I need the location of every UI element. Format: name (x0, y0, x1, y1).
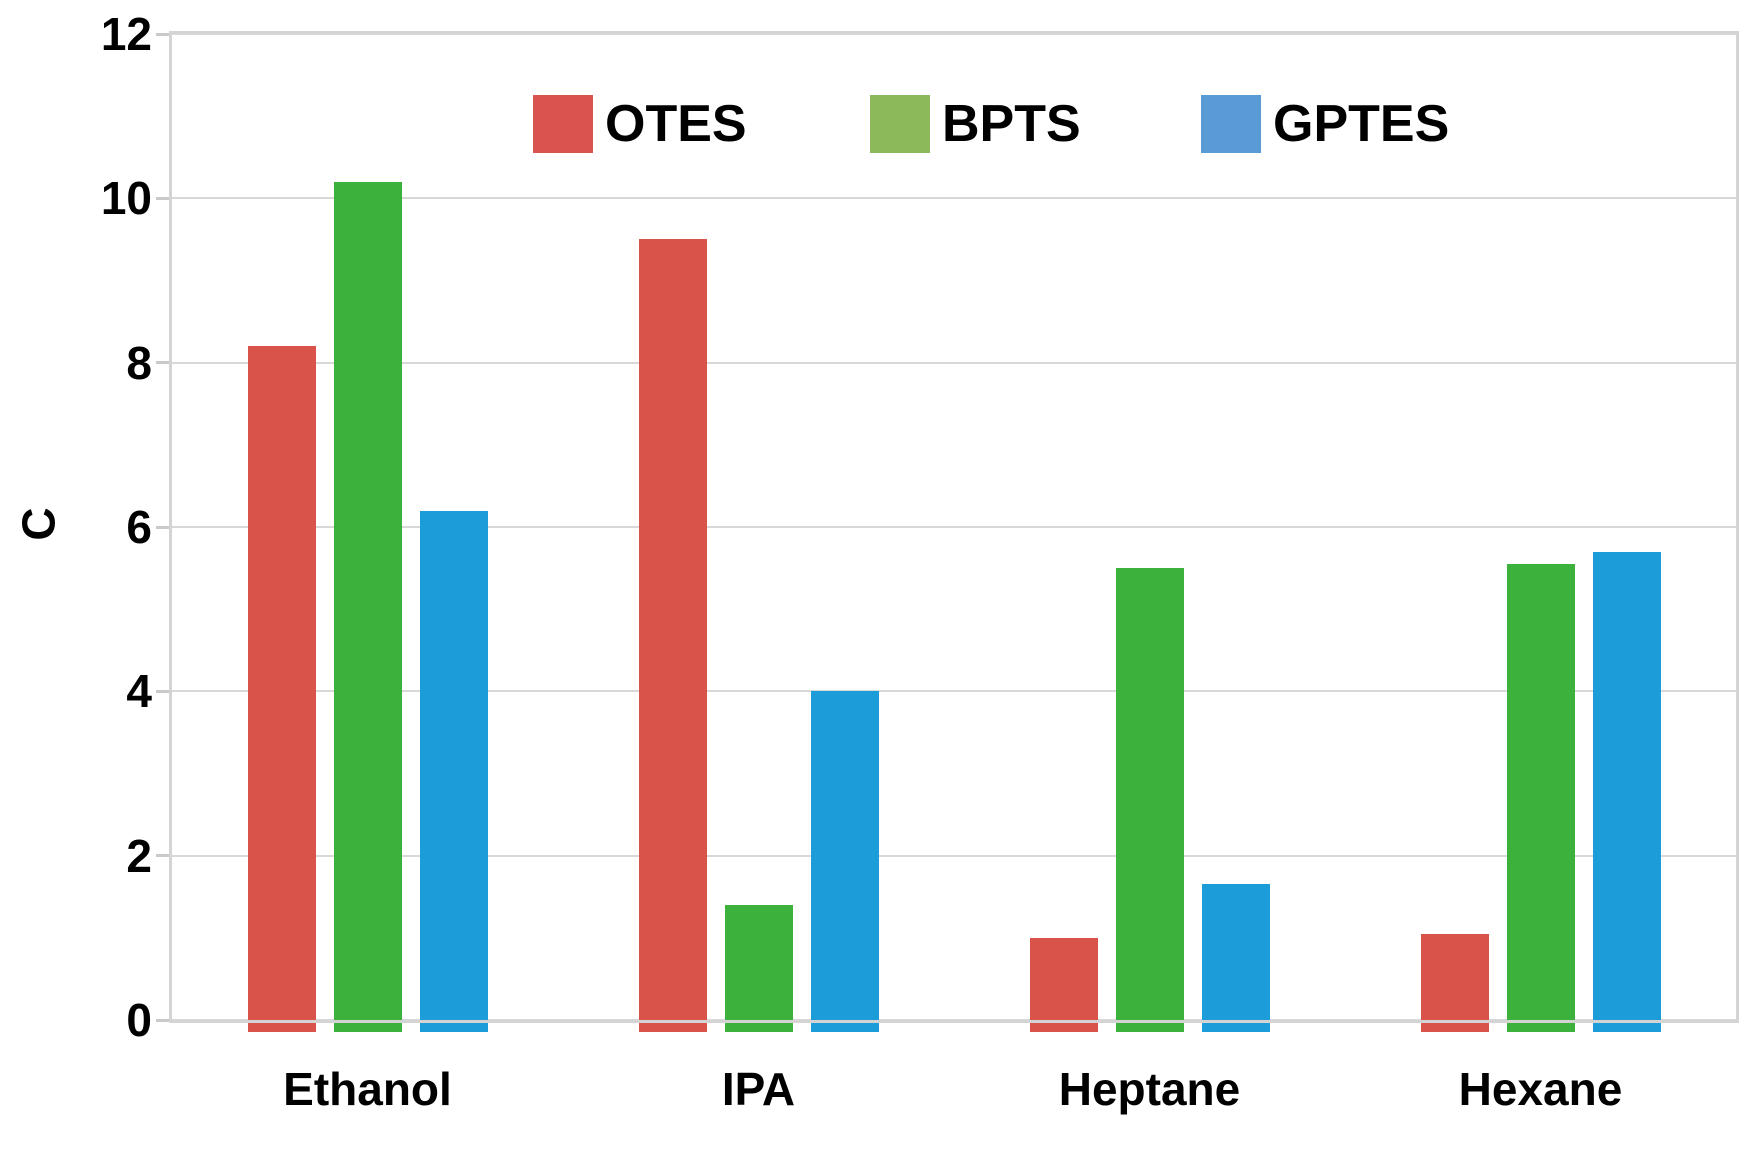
legend-label-bpts: BPTS (942, 95, 1081, 153)
legend-item-otes: OTES (533, 95, 793, 153)
y-tick-mark-10 (156, 196, 172, 200)
x-tick-label-ethanol: Ethanol (283, 1063, 452, 1115)
y-tick-label-6: 6 (126, 501, 152, 553)
legend-label-otes: OTES (605, 95, 747, 153)
bar-gptes-ipa (810, 691, 879, 1032)
y-tick-label-12: 12 (100, 8, 152, 60)
gridline-y-2 (172, 854, 1736, 857)
gridline-y-8 (172, 361, 1736, 364)
y-tick-label-10: 10 (100, 172, 152, 225)
y-tick-mark-0 (156, 1018, 172, 1022)
legend-swatch-otes (533, 95, 593, 153)
bar-bpts-heptane (1115, 568, 1184, 1032)
legend-swatch-bpts (870, 95, 930, 153)
y-tick-label-4: 4 (126, 665, 152, 718)
bar-gptes-ethanol (419, 510, 488, 1032)
y-tick-mark-12 (156, 32, 172, 36)
y-tick-mark-2 (156, 854, 172, 858)
x-tick-label-heptane: Heptane (1058, 1063, 1241, 1115)
y-tick-mark-4 (156, 689, 172, 693)
bar-otes-hexane (1420, 933, 1489, 1032)
bar-gptes-hexane (1592, 551, 1661, 1032)
y-tick-mark-6 (156, 525, 172, 529)
gridline-y-6 (172, 526, 1736, 528)
x-tick-label-ipa: IPA (721, 1063, 796, 1115)
gridline-y-10 (172, 197, 1736, 200)
bar-bpts-ethanol (333, 181, 402, 1032)
legend-item-gptes: GPTES (1201, 95, 1461, 153)
gridline-y-4 (172, 690, 1736, 693)
bar-gptes-heptane (1201, 884, 1270, 1032)
y-tick-label-0: 0 (126, 994, 152, 1046)
bar-otes-ipa (638, 239, 707, 1032)
y-tick-mark-8 (156, 361, 172, 365)
legend-item-bpts: BPTS (870, 95, 1130, 153)
bar-otes-heptane (1029, 937, 1098, 1032)
legend-label-gptes: GPTES (1273, 95, 1450, 153)
y-tick-label-8: 8 (126, 336, 152, 389)
gridline-y-12 (172, 33, 1736, 35)
x-tick-label-hexane: Hexane (1458, 1063, 1623, 1115)
legend-swatch-gptes (1201, 95, 1261, 153)
bar-bpts-ipa (724, 904, 793, 1032)
bar-otes-ethanol (247, 346, 316, 1032)
gridline-y-0 (172, 1019, 1736, 1021)
bar-bpts-hexane (1506, 563, 1575, 1032)
y-tick-label-2: 2 (126, 829, 152, 882)
plot-area (172, 33, 1736, 1021)
